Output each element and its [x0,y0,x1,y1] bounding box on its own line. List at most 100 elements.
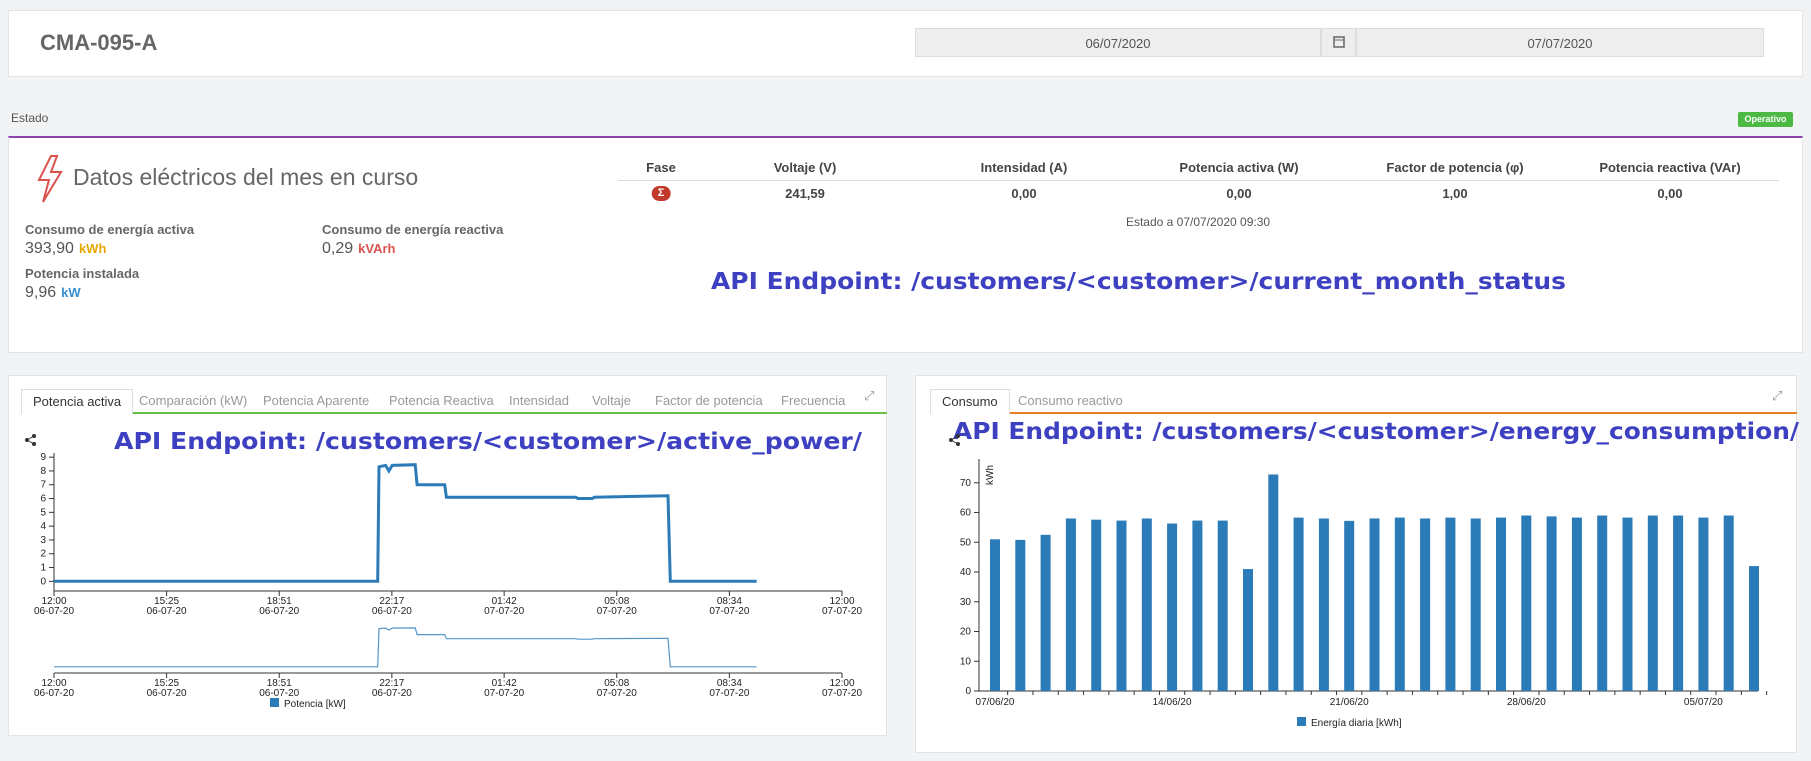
legend-label: Potencia [kW] [284,699,346,710]
x-tick-date: 06-07-20 [34,606,74,617]
share-icon[interactable] [949,434,960,446]
y-tick-label: 9 [40,452,46,463]
bar [1420,518,1431,691]
tab[interactable]: Potencia activa [21,389,134,414]
x-tick-label: 22:17 [379,678,404,689]
share-icon[interactable] [25,434,36,446]
x-tick-date: 07-07-20 [484,606,524,617]
x-tick-date: 06-07-20 [259,688,299,699]
table-cell: 1,00 [1442,186,1468,201]
bar [1243,569,1253,691]
bar [1698,517,1709,691]
bar [1040,534,1051,691]
tab[interactable]: Potencia Aparente [263,393,370,408]
bar [990,539,1000,691]
y-tick-label: 0 [965,686,971,697]
x-tick-date: 07-07-20 [709,606,749,617]
y-tick-label: 60 [960,508,972,519]
y-axis-label: kWh [985,465,996,485]
y-tick-label: 70 [960,478,972,489]
expand-icon[interactable]: ⤢ [1772,388,1783,403]
calendar-icon[interactable] [1321,28,1356,57]
bar [1496,517,1506,691]
x-tick-date: 07-07-20 [484,688,524,699]
x-tick-label: 18:51 [267,678,292,689]
date-from[interactable]: 06/07/2020 [915,28,1321,57]
bar [1015,539,1026,691]
metric-value: 9,96 kW [25,284,81,302]
x-tick-label: 05/07/20 [1684,697,1723,708]
status-label: Estado [11,111,49,125]
y-tick-label: 0 [40,576,46,587]
x-tick-label: 22:17 [379,596,404,607]
tab[interactable]: Potencia Reactiva [389,393,494,408]
x-tick-date: 06-07-20 [147,688,187,699]
metric-value: 393,90 kWh [25,240,106,258]
bar [1217,520,1228,691]
table-header: Potencia activa (W) [1179,160,1299,175]
metric-number: 9,96 [25,284,57,301]
y-tick-label: 10 [960,656,972,667]
table-header: Intensidad (A) [980,160,1068,175]
tab[interactable]: Frecuencia [781,393,846,408]
section-title: Datos eléctricos del mes en curso [73,164,419,190]
y-tick-label: 8 [40,466,46,477]
table-header: Voltaje (V) [773,160,837,175]
y-tick-label: 5 [40,507,46,518]
bar [1622,517,1633,691]
x-tick-label: 15:25 [154,678,179,689]
legend-label: Energía diaria [kWh] [1311,718,1402,729]
table-header: Factor de potencia (φ) [1386,160,1524,175]
tab[interactable]: Comparación (kW) [139,393,248,408]
bar [1268,474,1279,691]
x-tick-label: 07/06/20 [976,697,1015,708]
x-tick-date: 06-07-20 [372,606,412,617]
y-tick-label: 30 [960,597,972,608]
bar [1318,518,1329,691]
x-tick-label: 18:51 [267,596,292,607]
y-tick-label: 50 [960,537,972,548]
tab[interactable]: Factor de potencia [655,393,763,408]
x-tick-date: 06-07-20 [372,688,412,699]
x-tick-label: 08:34 [717,678,742,689]
calendar-glyph [1333,36,1345,48]
y-tick-label: 40 [960,567,972,578]
x-tick-date: 07-07-20 [822,606,862,617]
lightning-icon [37,155,63,203]
table-cell: 0,00 [1011,186,1037,201]
x-tick-date: 07-07-20 [597,606,637,617]
metric-number: 393,90 [25,240,74,257]
x-tick-label: 12:00 [829,596,854,607]
api-annotation: API Endpoint: /customers/<customer>/curr… [711,269,1566,295]
tab[interactable]: Voltaje [592,393,632,408]
bar [1470,518,1481,691]
bar [1369,518,1380,691]
y-tick-label: 6 [40,494,46,505]
metric-label: Consumo de energía activa [25,222,195,237]
x-tick-label: 15:25 [154,596,179,607]
x-tick-label: 12:00 [41,596,66,607]
y-tick-label: 20 [960,627,972,638]
bar [1546,516,1557,691]
bar [1445,517,1456,691]
status-card [8,136,1803,353]
table-cell: Σ [651,186,671,201]
table-header: Potencia reactiva (VAr) [1599,160,1741,175]
bar [1116,520,1127,691]
metric-unit: kWh [78,241,107,256]
bar [1192,520,1203,691]
bar [1571,517,1582,691]
date-to[interactable]: 07/07/2020 [1356,28,1764,57]
bar [1065,518,1076,691]
x-tick-label: 14/06/20 [1153,697,1192,708]
tab[interactable]: Consumo [930,389,1010,414]
expand-icon[interactable]: ⤢ [864,388,875,403]
x-tick-label: 05:08 [604,596,629,607]
tab[interactable]: Consumo reactivo [1018,393,1123,408]
tab-rule-left [21,412,887,414]
bar [1141,518,1152,691]
tab[interactable]: Intensidad [509,393,569,408]
x-tick-date: 06-07-20 [259,606,299,617]
bar [1521,515,1532,691]
